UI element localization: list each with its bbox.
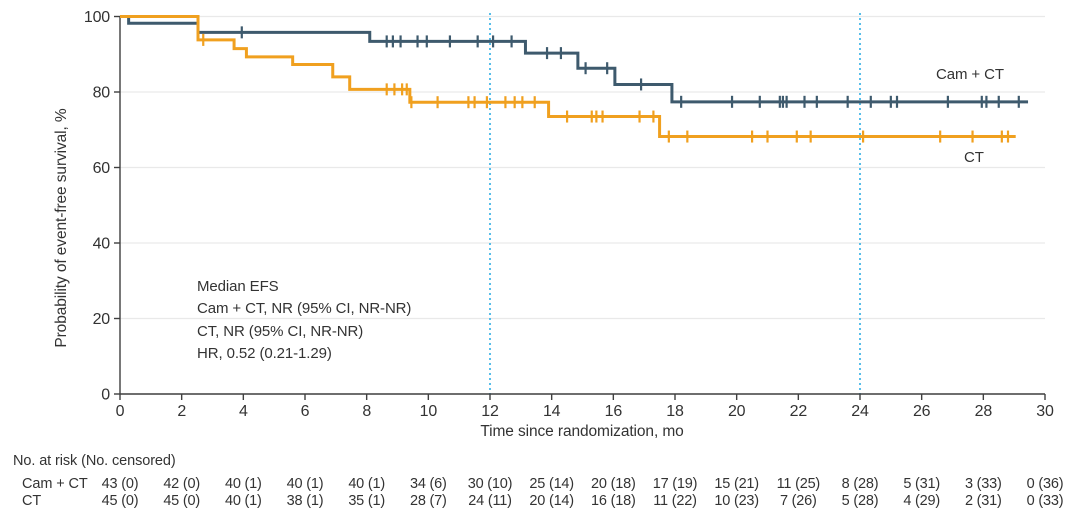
- risk-cell: 16 (18): [591, 493, 636, 509]
- risk-cell: 7 (26): [779, 493, 817, 509]
- risk-cell: 20 (14): [529, 493, 574, 509]
- y-tick-label: 100: [84, 9, 110, 26]
- risk-cell: 40 (1): [224, 493, 262, 509]
- km-curve-ct: [120, 15, 1016, 139]
- x-tick-label: 2: [177, 403, 186, 420]
- x-tick-label: 20: [728, 403, 746, 420]
- risk-row-label-cam-ct: Cam + CT: [22, 476, 88, 492]
- risk-cell: 8 (28): [841, 476, 879, 492]
- risk-cell: 0 (33): [1026, 493, 1064, 509]
- risk-cell: 5 (31): [903, 476, 940, 492]
- risk-cell: 35 (1): [348, 493, 385, 509]
- risk-cell: 30 (10): [467, 476, 513, 492]
- y-tick-label: 20: [93, 311, 111, 328]
- risk-cell: 11 (22): [653, 493, 697, 509]
- risk-cell: 34 (6): [409, 476, 447, 492]
- annotation-line-median-efs: Median EFS: [197, 278, 279, 295]
- risk-cell: 15 (21): [714, 476, 759, 492]
- risk-cell: 40 (1): [224, 476, 262, 492]
- risk-cell: 4 (29): [903, 493, 940, 509]
- risk-cell: 11 (25): [776, 476, 821, 492]
- x-tick-label: 24: [851, 403, 869, 420]
- y-tick-label: 40: [93, 236, 111, 253]
- y-tick-label: 0: [101, 387, 110, 404]
- km-curve-cam-ct: [120, 15, 1029, 104]
- risk-cell: 45 (0): [163, 493, 200, 509]
- risk-cell: 40 (1): [286, 476, 324, 492]
- x-tick-label: 30: [1036, 403, 1054, 420]
- x-tick-label: 16: [605, 403, 623, 420]
- risk-cell: 17 (19): [652, 476, 698, 492]
- risk-cell: 25 (14): [529, 476, 574, 492]
- risk-cell: 43 (0): [101, 476, 139, 492]
- median-efs-annotation: Median EFS Cam + CT, NR (95% CI, NR-NR) …: [197, 276, 411, 366]
- risk-row-label-ct: CT: [22, 493, 42, 509]
- x-tick-label: 12: [481, 403, 499, 420]
- y-tick-label: 80: [93, 85, 111, 102]
- x-tick-label: 26: [913, 403, 931, 420]
- x-tick-label: 22: [790, 403, 808, 420]
- risk-cell: 28 (7): [409, 493, 447, 509]
- risk-cell: 10 (23): [714, 493, 759, 509]
- risk-cell: 45 (0): [101, 493, 139, 509]
- x-tick-label: 18: [666, 403, 684, 420]
- x-tick-label: 8: [362, 403, 371, 420]
- risk-cell: 38 (1): [286, 493, 324, 509]
- risk-cell: 0 (36): [1026, 476, 1064, 492]
- x-tick-label: 14: [543, 403, 561, 420]
- risk-table-header: No. at risk (No. censored): [13, 453, 176, 469]
- curve-label-ct: CT: [964, 149, 984, 166]
- risk-cell: 40 (1): [348, 476, 385, 492]
- y-tick-label: 60: [93, 160, 111, 177]
- risk-cell: 24 (11): [468, 493, 512, 509]
- x-tick-label: 28: [975, 403, 993, 420]
- curve-label-cam-ct: Cam + CT: [936, 66, 1004, 83]
- risk-cell: 2 (31): [964, 493, 1002, 509]
- x-axis-title: Time since randomization, mo: [480, 423, 684, 440]
- risk-cell: 42 (0): [163, 476, 200, 492]
- annotation-line-ct: CT, NR (95% CI, NR-NR): [197, 322, 364, 340]
- risk-cell: 3 (33): [964, 476, 1002, 492]
- annotation-line-hr: HR, 0.52 (0.21-1.29): [197, 345, 332, 363]
- annotation-line-cam-ct: Cam + CT, NR (95% CI, NR-NR): [197, 300, 412, 318]
- x-tick-label: 4: [239, 403, 248, 420]
- x-tick-label: 6: [301, 403, 310, 420]
- x-tick-label: 10: [420, 403, 438, 420]
- y-axis-title: Probability of event-free survival, %: [53, 108, 70, 348]
- x-tick-label: 0: [116, 403, 125, 420]
- risk-cell: 5 (28): [841, 493, 879, 509]
- risk-cell: 20 (18): [591, 476, 636, 492]
